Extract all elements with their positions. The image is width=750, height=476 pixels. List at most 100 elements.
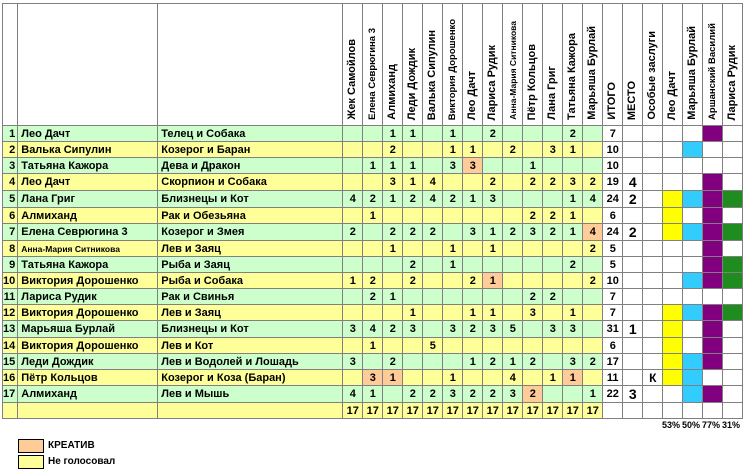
- column-total-cell[interactable]: 17: [462, 402, 484, 419]
- header-voter-8[interactable]: Лариса Рудик: [482, 3, 504, 126]
- place-cell[interactable]: [622, 272, 644, 289]
- vote-cell[interactable]: [482, 288, 504, 305]
- special-merit-cell[interactable]: [642, 256, 664, 273]
- contestant-name[interactable]: Виктория Дорошенко: [17, 272, 159, 289]
- row-number[interactable]: 16: [1, 369, 19, 386]
- vote-cell[interactable]: 2: [522, 385, 544, 403]
- mark-cell[interactable]: [682, 173, 704, 191]
- purple-mark-cell[interactable]: [702, 353, 724, 370]
- totals-blank-cell[interactable]: [682, 402, 704, 419]
- vote-cell[interactable]: 1: [462, 141, 484, 158]
- vote-cell[interactable]: 4: [502, 369, 524, 386]
- vote-cell[interactable]: 3: [442, 157, 464, 174]
- row-number[interactable]: 2: [1, 141, 19, 158]
- vote-cell[interactable]: 1: [462, 353, 484, 370]
- special-merit-cell[interactable]: [642, 141, 664, 158]
- vote-cell[interactable]: [482, 207, 504, 224]
- vote-cell[interactable]: [402, 369, 424, 386]
- column-total-cell[interactable]: 17: [382, 402, 404, 419]
- header-voter-2[interactable]: Елена Севрюгина 3: [362, 3, 384, 126]
- green-mark-cell[interactable]: [722, 190, 744, 208]
- header-voter-11[interactable]: Лана Григ: [542, 3, 564, 126]
- row-number[interactable]: 4: [1, 173, 19, 191]
- special-merit-cell[interactable]: К: [642, 369, 664, 386]
- vote-cell[interactable]: 3: [442, 320, 464, 338]
- vote-cell[interactable]: 1: [442, 141, 464, 158]
- mark-cell[interactable]: [702, 141, 724, 158]
- special-merit-cell[interactable]: [642, 157, 664, 174]
- vote-cell[interactable]: 2: [362, 272, 384, 289]
- vote-cell[interactable]: [542, 304, 564, 321]
- entry-name[interactable]: Близнецы и Кот: [157, 190, 344, 208]
- mark-cell[interactable]: [722, 385, 744, 403]
- vote-cell[interactable]: 2: [362, 288, 384, 305]
- vote-cell[interactable]: [562, 385, 584, 403]
- entry-name[interactable]: Скорпион и Собака: [157, 173, 344, 191]
- place-cell[interactable]: 2: [622, 190, 644, 208]
- vote-cell[interactable]: [342, 256, 364, 273]
- row-number[interactable]: 6: [1, 207, 19, 224]
- vote-cell[interactable]: 1: [462, 190, 484, 208]
- vote-cell[interactable]: 5: [502, 320, 524, 338]
- cyan-mark-cell[interactable]: [682, 385, 704, 403]
- total-cell[interactable]: 31: [602, 320, 624, 338]
- row-number[interactable]: 8: [1, 240, 19, 257]
- vote-cell[interactable]: 3: [402, 320, 424, 338]
- vote-cell[interactable]: [522, 337, 544, 354]
- place-cell[interactable]: [622, 207, 644, 224]
- cyan-mark-cell[interactable]: [682, 353, 704, 370]
- totals-entry-cell[interactable]: [157, 402, 344, 419]
- vote-cell[interactable]: [482, 141, 504, 158]
- vote-cell[interactable]: 1: [482, 240, 504, 257]
- vote-cell[interactable]: 1: [562, 190, 584, 208]
- row-number[interactable]: 3: [1, 157, 19, 174]
- contestant-name[interactable]: Лео Дачт: [17, 125, 159, 142]
- column-total-cell[interactable]: 17: [342, 402, 364, 419]
- vote-cell[interactable]: 1: [482, 304, 504, 321]
- vote-cell[interactable]: 2: [422, 385, 444, 403]
- header-voter-6[interactable]: Виктория Дорошенко: [442, 3, 464, 126]
- special-merit-cell[interactable]: [642, 240, 664, 257]
- vote-cell[interactable]: 2: [522, 288, 544, 305]
- column-total-cell[interactable]: 17: [442, 402, 464, 419]
- vote-cell[interactable]: [462, 288, 484, 305]
- vote-cell[interactable]: 3: [562, 173, 584, 191]
- purple-mark-cell[interactable]: [702, 272, 724, 289]
- mark-cell[interactable]: [722, 369, 744, 386]
- total-cell[interactable]: 5: [602, 256, 624, 273]
- vote-cell[interactable]: 2: [342, 223, 364, 241]
- vote-cell[interactable]: [342, 304, 364, 321]
- vote-cell[interactable]: 2: [482, 353, 504, 370]
- yellow-mark-cell[interactable]: [662, 353, 684, 370]
- vote-cell[interactable]: [522, 125, 544, 142]
- vote-cell[interactable]: [582, 369, 604, 386]
- total-cell[interactable]: 24: [602, 190, 624, 208]
- vote-cell[interactable]: [422, 369, 444, 386]
- vote-cell[interactable]: 1: [482, 272, 504, 289]
- entry-name[interactable]: Близнецы и Кот: [157, 320, 344, 338]
- header-extra-3[interactable]: Аршанский Василий: [702, 3, 724, 126]
- vote-cell[interactable]: [342, 337, 364, 354]
- vote-cell[interactable]: [342, 125, 364, 142]
- vote-cell[interactable]: [462, 173, 484, 191]
- vote-cell[interactable]: [362, 353, 384, 370]
- cyan-mark-cell[interactable]: [682, 304, 704, 321]
- vote-cell[interactable]: [522, 369, 544, 386]
- vote-cell[interactable]: [382, 256, 404, 273]
- vote-cell[interactable]: 2: [502, 223, 524, 241]
- total-cell[interactable]: 7: [602, 288, 624, 305]
- total-cell[interactable]: 22: [602, 385, 624, 403]
- vote-cell[interactable]: 1: [582, 385, 604, 403]
- purple-mark-cell[interactable]: [702, 223, 724, 241]
- vote-cell[interactable]: [422, 288, 444, 305]
- yellow-mark-cell[interactable]: [662, 369, 684, 386]
- cyan-mark-cell[interactable]: [682, 272, 704, 289]
- mark-cell[interactable]: [662, 157, 684, 174]
- place-cell[interactable]: 1: [622, 320, 644, 338]
- mark-cell[interactable]: [662, 385, 684, 403]
- vote-cell[interactable]: 1: [542, 369, 564, 386]
- mark-cell[interactable]: [662, 272, 684, 289]
- vote-cell[interactable]: [462, 240, 484, 257]
- vote-cell[interactable]: [422, 272, 444, 289]
- vote-cell[interactable]: [562, 240, 584, 257]
